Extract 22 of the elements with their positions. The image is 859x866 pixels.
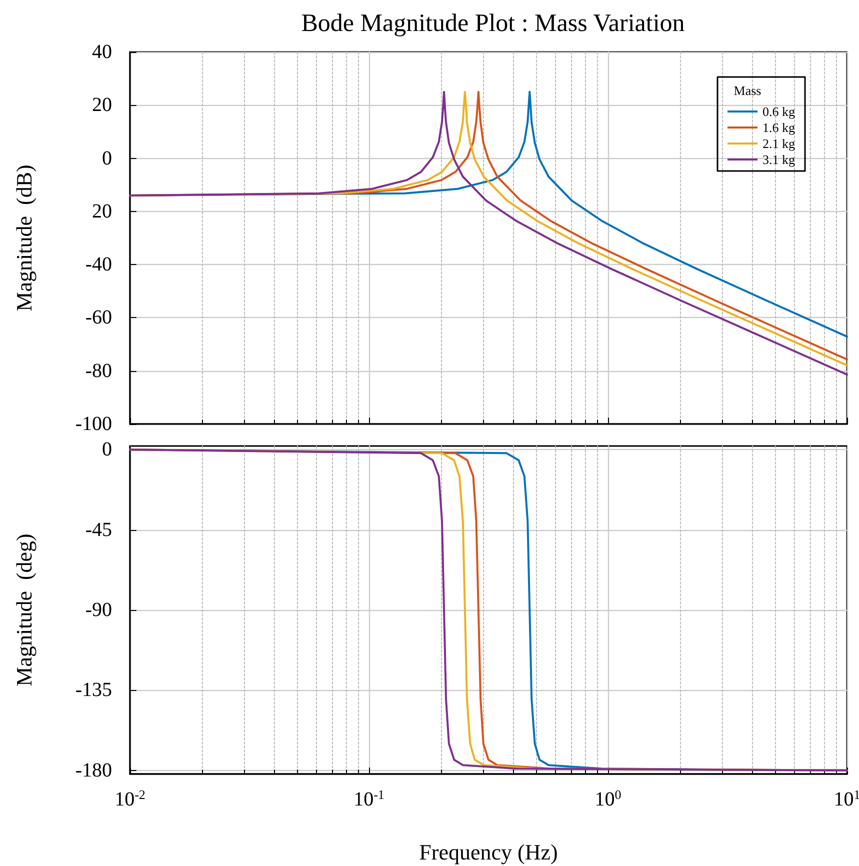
y-tick-label: -40 [85, 254, 112, 276]
y-axis-title: Magnitude (dB) [12, 164, 36, 312]
y-tick-label: 20 [92, 94, 112, 116]
y-tick-label: 0 [102, 438, 112, 461]
legend-label: 0.6 kg [762, 104, 796, 119]
y-tick-label: -80 [85, 360, 112, 382]
x-axis-title: Frequency (Hz) [419, 840, 558, 864]
y-tick-label: -100 [75, 413, 112, 435]
legend-title: Mass [734, 83, 762, 98]
y-tick-label: -90 [85, 599, 112, 621]
y-tick-label: -180 [75, 759, 112, 782]
y-tick-label: -60 [85, 306, 112, 329]
y-tick-label: 40 [92, 41, 112, 63]
y-axis-title: Magnitude (deg) [12, 534, 36, 686]
y-tick-label: 20 [92, 200, 112, 222]
chart-title: Bode Magnitude Plot : Mass Variation [301, 10, 686, 37]
legend-label: 1.6 kg [762, 120, 796, 135]
y-tick-label: -45 [85, 518, 112, 541]
y-tick-label: 0 [102, 147, 112, 170]
legend-label: 3.1 kg [762, 152, 796, 167]
legend-label: 2.1 kg [762, 136, 796, 151]
y-tick-label: -135 [75, 679, 112, 702]
